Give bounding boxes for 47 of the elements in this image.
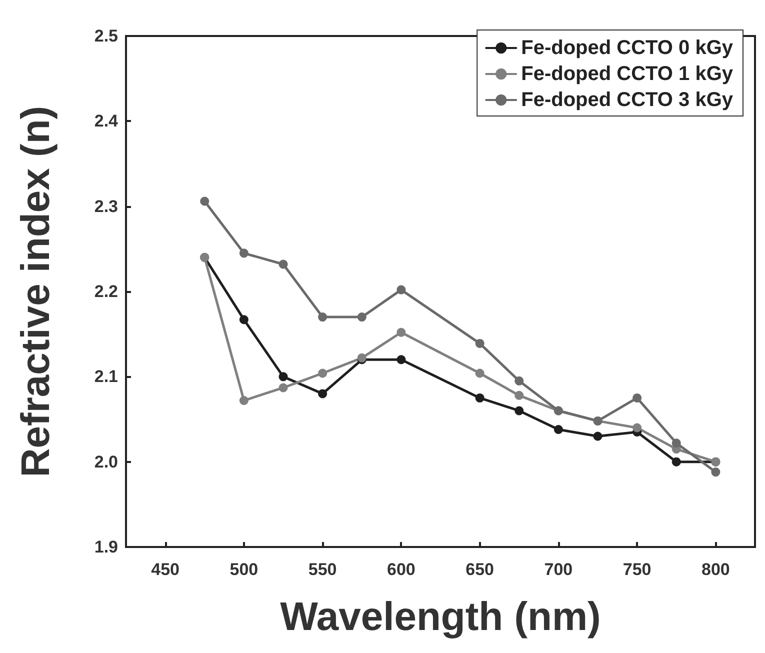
- point: [278, 372, 288, 382]
- point: [475, 338, 484, 348]
- y-tick-label: 2.1: [94, 367, 118, 386]
- x-tick-label: 550: [308, 560, 337, 579]
- point: [239, 315, 248, 324]
- x-tick-label: 700: [544, 560, 573, 579]
- y-tick-label: 1.9: [94, 538, 118, 556]
- point: [514, 390, 524, 400]
- point: [514, 376, 524, 386]
- x-tick-label: 750: [622, 560, 652, 579]
- point: [278, 383, 288, 392]
- y-tick-label: 2.3: [94, 196, 118, 216]
- legend-label: Fe-doped CCTO 1 kGy: [521, 63, 734, 85]
- point: [514, 406, 524, 416]
- y-tick-label: 2.4: [94, 112, 119, 131]
- point: [593, 432, 602, 441]
- x-tick-label: 500: [230, 560, 258, 579]
- point: [239, 248, 248, 258]
- point: [278, 260, 288, 269]
- x-tick-label: 450: [151, 560, 180, 579]
- point: [357, 312, 366, 322]
- point: [396, 355, 406, 364]
- y-tick-label: 2.0: [94, 452, 118, 472]
- point: [200, 196, 210, 206]
- point: [475, 368, 484, 378]
- point: [711, 468, 720, 477]
- point: [239, 396, 248, 406]
- x-tick-label: 600: [387, 560, 416, 579]
- legend-label: Fe-doped CCTO 3 kGy: [521, 89, 734, 111]
- point: [318, 368, 328, 378]
- point: [672, 438, 681, 448]
- point: [318, 312, 328, 322]
- x-axis-title: Wavelength (nm): [280, 595, 601, 639]
- point: [396, 285, 406, 294]
- x-tick-label: 800: [702, 560, 730, 579]
- point: [632, 423, 642, 432]
- x-tick-label: 650: [466, 560, 494, 579]
- point: [554, 424, 563, 434]
- point: [318, 389, 328, 398]
- y-axis-title: Refractive index (n): [14, 106, 58, 478]
- y-tick-label: 2.2: [94, 282, 118, 301]
- point: [475, 393, 484, 402]
- legend-label: Fe-doped CCTO 0 kGy: [521, 37, 734, 59]
- point: [632, 393, 642, 402]
- point: [672, 457, 681, 466]
- point: [396, 328, 406, 337]
- y-tick-label: 2.5: [94, 26, 118, 46]
